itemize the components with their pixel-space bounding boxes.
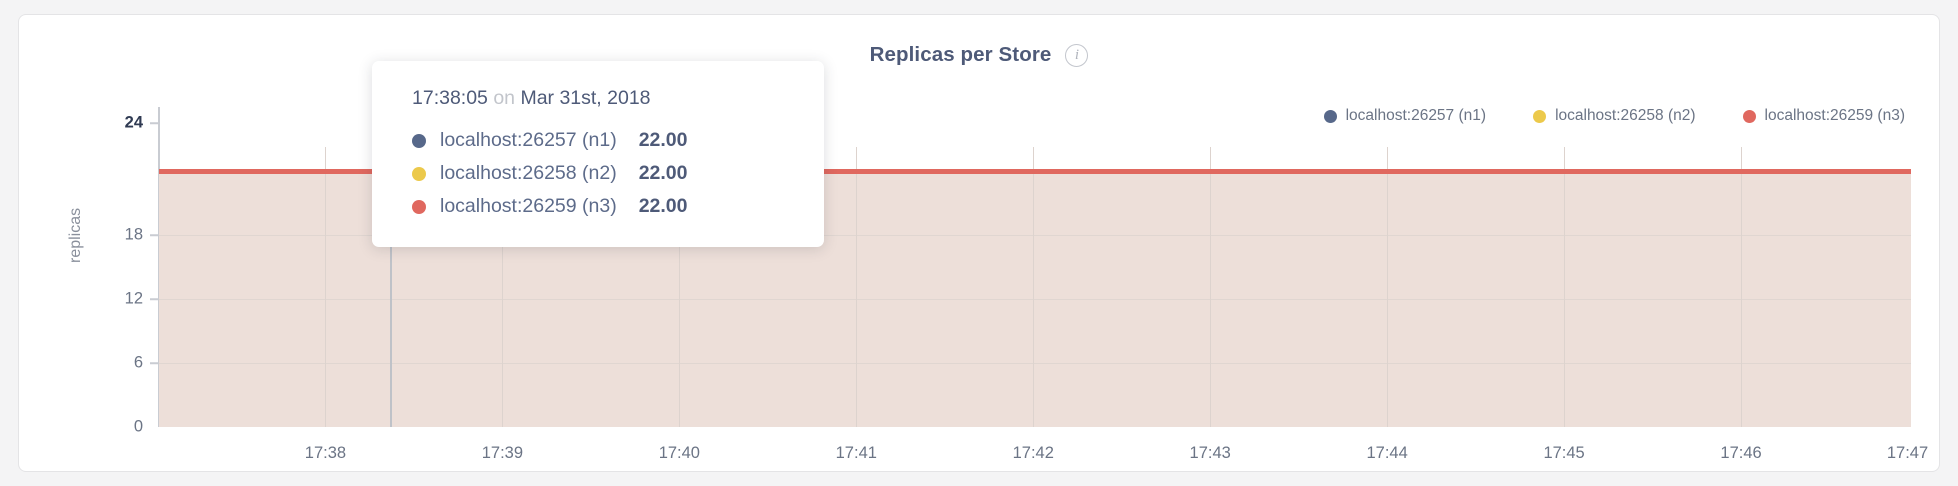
y-tick-24 [150,122,159,124]
x-label-9: 17:47 [1886,444,1929,462]
vgridline-17-46 [1741,147,1743,427]
tooltip-label-n2: localhost:26258 (n2) [440,162,617,184]
x-label-6: 17:44 [1366,444,1408,462]
y-axis-title: replicas [67,207,84,263]
y-label-6: 6 [133,353,143,372]
vgridline-17-42 [1033,147,1035,427]
x-label-3: 17:41 [835,444,877,462]
gridline-6 [159,363,1911,364]
legend-label-n3: localhost:26259 (n3) [1764,107,1905,124]
y-axis-line [158,107,160,427]
x-label-5: 17:43 [1189,444,1231,462]
tooltip-swatch-n2 [412,166,426,181]
legend-item-n1[interactable]: localhost:26257 (n1) [1323,107,1487,125]
tooltip-header: 17:38:05 on Mar 31st, 2018 [372,87,824,110]
vgridline-17-43 [1210,147,1212,427]
legend-swatch-n2 [1533,109,1547,123]
tooltip-value-n3: 22.00 [638,195,688,217]
vgridline-17-45 [1564,147,1566,427]
y-tick-18 [150,234,159,236]
vgridline-17-41 [856,147,858,427]
legend-swatch-n1 [1323,109,1337,123]
vgridline-17-40 [679,147,681,427]
x-label-8: 17:46 [1720,444,1762,462]
chart-tooltip: 17:38:05 on Mar 31st, 2018 localhost:262… [372,61,824,247]
x-label-7: 17:45 [1543,444,1585,462]
tooltip-swatch-n3 [412,199,426,214]
page-title: Replicas per Store [869,43,1052,66]
tooltip-on-word: on [493,87,516,109]
tooltip-time: 17:38:05 [412,87,488,109]
tooltip-row-n3: localhost:26259 (n3) 22.00 [372,190,824,223]
legend-item-n2[interactable]: localhost:26258 (n2) [1533,107,1696,125]
vgridline-17-44 [1387,147,1389,427]
vgridline-17-38 [325,147,327,427]
y-label-24: 24 [124,113,143,132]
info-icon[interactable]: i [1065,43,1089,67]
chart-card: Replicas per Store i localhost:26257 (n1… [18,14,1940,472]
legend-label-n2: localhost:26258 (n2) [1555,107,1696,124]
hover-crosshair [390,107,392,427]
vgridline-17-39 [502,147,504,427]
legend-item-n3[interactable]: localhost:26259 (n3) [1742,107,1905,125]
y-tick-12 [150,298,159,300]
tooltip-label-n3: localhost:26259 (n3) [440,195,617,217]
y-label-18: 18 [124,225,143,244]
chart-header: Replicas per Store i [19,43,1939,67]
x-label-2: 17:40 [658,444,700,462]
tooltip-row-n2: localhost:26258 (n2) 22.00 [372,157,824,190]
tooltip-swatch-n1 [412,133,426,148]
y-label-12: 12 [124,289,143,308]
tooltip-row-n1: localhost:26257 (n1) 22.00 [372,124,824,157]
y-tick-6 [150,362,159,364]
x-label-0: 17:38 [304,444,347,462]
x-label-4: 17:42 [1012,444,1054,462]
tooltip-value-n2: 22.00 [638,162,688,184]
tooltip-date: Mar 31st, 2018 [520,87,651,109]
legend-label-n1: localhost:26257 (n1) [1345,107,1487,124]
gridline-12 [159,299,1911,300]
chart-legend: localhost:26257 (n1) localhost:26258 (n2… [1323,107,1905,125]
series-line-n3 [159,169,1911,174]
tooltip-value-n1: 22.00 [638,129,688,151]
tooltip-label-n1: localhost:26257 (n1) [440,129,617,151]
y-label-0: 0 [133,417,143,436]
x-label-1: 17:39 [481,444,524,462]
gridline-18 [159,235,1911,236]
legend-swatch-n3 [1742,109,1756,123]
